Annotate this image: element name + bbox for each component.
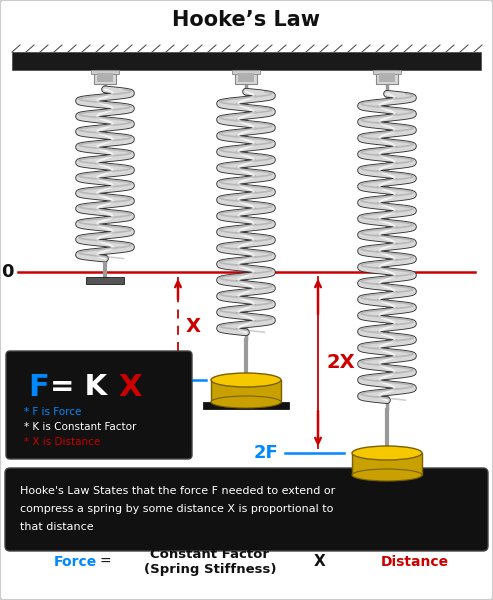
Text: F: F [28,373,49,401]
Bar [235,70,257,84]
Text: 2F: 2F [253,444,278,462]
Text: =: = [99,555,111,569]
Text: Force: Force [53,555,97,569]
Ellipse shape [211,373,281,387]
Text: X: X [314,554,326,569]
Text: that distance: that distance [20,522,94,532]
Bar [211,380,281,402]
Text: * F is Force: * F is Force [24,407,81,417]
Text: X: X [186,317,201,335]
Bar [379,73,395,82]
Ellipse shape [211,396,281,408]
Text: Hooke’s Law: Hooke’s Law [173,10,320,30]
Text: compress a spring by some distance X is proportional to: compress a spring by some distance X is … [20,504,333,514]
Text: (Spring Stiffness): (Spring Stiffness) [144,563,276,577]
Text: F: F [128,371,140,389]
Bar [232,70,260,74]
Text: X: X [118,373,141,401]
Bar [94,70,116,84]
Bar [203,402,289,409]
Bar [352,453,422,475]
Bar [91,70,119,74]
FancyBboxPatch shape [5,468,488,551]
Ellipse shape [352,469,422,481]
Ellipse shape [352,446,422,460]
Text: * X is Distance: * X is Distance [24,437,100,447]
Bar [376,70,398,84]
Bar [352,475,422,497]
Bar [86,277,124,284]
FancyBboxPatch shape [6,351,192,459]
Text: Constant Factor: Constant Factor [150,548,270,562]
Bar [12,52,481,70]
Bar [97,73,113,82]
Bar [344,497,430,504]
Bar [373,70,401,74]
Text: * K is Constant Factor: * K is Constant Factor [24,422,137,432]
Text: Distance: Distance [381,555,449,569]
Ellipse shape [352,491,422,503]
Text: = K: = K [50,373,107,401]
Text: 0: 0 [1,263,14,281]
Text: 2X: 2X [326,353,354,372]
Text: Hooke's Law States that the force F needed to extend or: Hooke's Law States that the force F need… [20,486,335,496]
Bar [238,73,254,82]
